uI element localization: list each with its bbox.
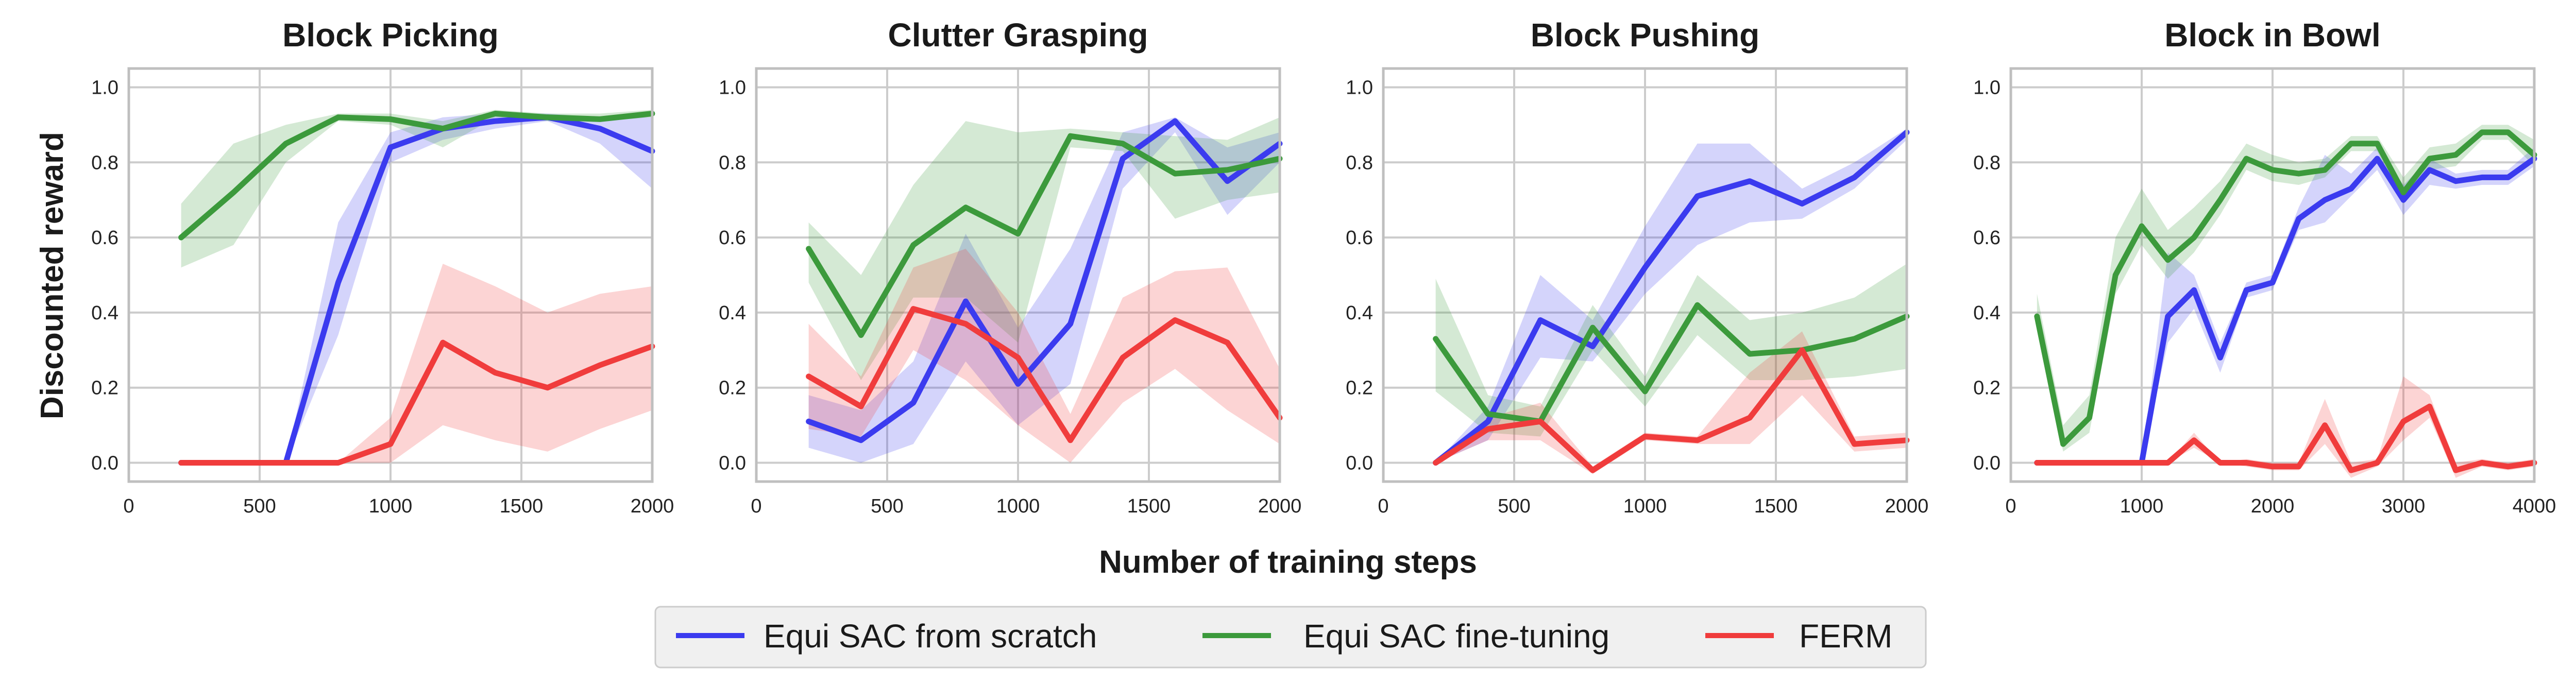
y-tick-label: 1.0 (91, 77, 118, 98)
legend-label-equi-sac-fine-tuning: Equi SAC fine-tuning (1303, 618, 1609, 655)
x-tick-label: 500 (243, 495, 276, 517)
x-tick-label: 1000 (369, 495, 413, 517)
y-tick-label: 0.4 (91, 302, 118, 324)
legend-frame (654, 606, 1927, 669)
y-tick-label: 0.8 (1346, 152, 1373, 174)
x-tick-label: 500 (871, 495, 903, 517)
y-tick-label: 0.2 (1346, 378, 1373, 399)
line-ferm (2034, 403, 2537, 473)
y-tick-label: 0.8 (91, 152, 118, 174)
x-axis-label: Number of training steps (1099, 544, 1477, 580)
legend: Equi SAC from scratch Equi SAC fine-tuni… (654, 606, 1927, 669)
x-tick-label: 1500 (1754, 495, 1798, 517)
band-ferm (181, 264, 653, 463)
legend-label-ferm: FERM (1799, 618, 1892, 655)
y-tick-label: 0.0 (1973, 453, 2001, 474)
x-tick-label: 1000 (1623, 495, 1667, 517)
panel-title-block-picking: Block Picking (282, 16, 499, 54)
panel-block-picking: Block Picking 0.0 0.2 0.4 0.6 0.8 1.0 0 500 1000 1… (91, 16, 674, 517)
x-tick-label: 4000 (2513, 495, 2556, 517)
line-equi-sac-fine-tuning (178, 111, 655, 241)
y-tick-label: 0.2 (1973, 378, 2001, 399)
legend-label-equi-sac-from-scratch: Equi SAC from scratch (764, 618, 1097, 655)
y-tick-label: 0.4 (1346, 302, 1373, 324)
y-tick-label: 0.6 (719, 227, 746, 249)
line-equi-sac-fine-tuning (2034, 129, 2537, 447)
x-tick-label: 0 (2005, 495, 2016, 517)
y-tick-label: 1.0 (1346, 77, 1373, 98)
y-tick-label: 0.2 (719, 378, 746, 399)
line-ferm (178, 339, 655, 466)
y-tick-label: 0.6 (1973, 227, 2001, 249)
band-ferm (808, 249, 1280, 463)
y-axis-label: Discounted reward (35, 132, 70, 419)
y-tick-label: 0.2 (91, 378, 118, 399)
y-tick-label: 1.0 (1973, 77, 2001, 98)
panel-title-block-pushing: Block Pushing (1531, 16, 1760, 54)
band-ferm (2037, 376, 2534, 478)
x-tick-label: 2000 (1258, 495, 1302, 517)
y-tick-label: 0.8 (719, 152, 746, 174)
y-tick-label: 0.6 (1346, 227, 1373, 249)
y-tick-label: 0.8 (1973, 152, 2001, 174)
panel-block-pushing: Block Pushing 0.0 0.2 0.4 0.6 0.8 1.0 0 500 1000 1… (1346, 16, 1928, 517)
panel-title-clutter-grasping: Clutter Grasping (888, 16, 1148, 54)
y-tick-label: 0.0 (1346, 453, 1373, 474)
y-tick-label: 1.0 (719, 77, 746, 98)
line-ferm (806, 306, 1283, 443)
x-tick-label: 1500 (500, 495, 544, 517)
y-tick-label: 0.6 (91, 227, 118, 249)
x-tick-label: 1000 (996, 495, 1040, 517)
x-tick-label: 0 (123, 495, 134, 517)
x-tick-label: 0 (1378, 495, 1388, 517)
line-ferm (1433, 347, 1910, 473)
line-equi-sac-fine-tuning (1433, 302, 1910, 424)
line-equi-sac-fine-tuning (806, 133, 1283, 338)
y-tick-label: 0.0 (91, 453, 118, 474)
band-equi-sac-fine-tuning (181, 110, 653, 268)
line-equi-sac-from-scratch (806, 118, 1283, 443)
x-tick-label: 1000 (2120, 495, 2164, 517)
x-tick-label: 2000 (1885, 495, 1929, 517)
band-equi-sac-fine-tuning (808, 117, 1280, 381)
x-tick-label: 2000 (631, 495, 674, 517)
panel-clutter-grasping: Clutter Grasping 0.0 0.2 0.4 0.6 0.8 1.0 0 500 10… (719, 16, 1301, 517)
axes-frame (1382, 67, 1908, 483)
panel-block-in-bowl: Block in Bowl 0.0 0.2 0.4 0.6 0.8 1.0 0 1000 2000… (1973, 16, 2556, 517)
x-tick-label: 3000 (2382, 495, 2426, 517)
axes-frame (2009, 67, 2536, 483)
x-tick-label: 1500 (1127, 495, 1171, 517)
band-equi-sac-from-scratch (1435, 128, 1907, 463)
y-tick-label: 0.4 (1973, 302, 2001, 324)
axes-frame (127, 67, 654, 483)
x-tick-label: 2000 (2251, 495, 2295, 517)
y-tick-label: 0.0 (719, 453, 746, 474)
line-equi-sac-from-scratch (1433, 129, 1910, 466)
x-tick-label: 0 (751, 495, 761, 517)
y-tick-label: 0.4 (719, 302, 746, 324)
panel-title-block-in-bowl: Block in Bowl (2164, 16, 2381, 54)
x-tick-label: 500 (1498, 495, 1530, 517)
axes-frame (755, 67, 1281, 483)
